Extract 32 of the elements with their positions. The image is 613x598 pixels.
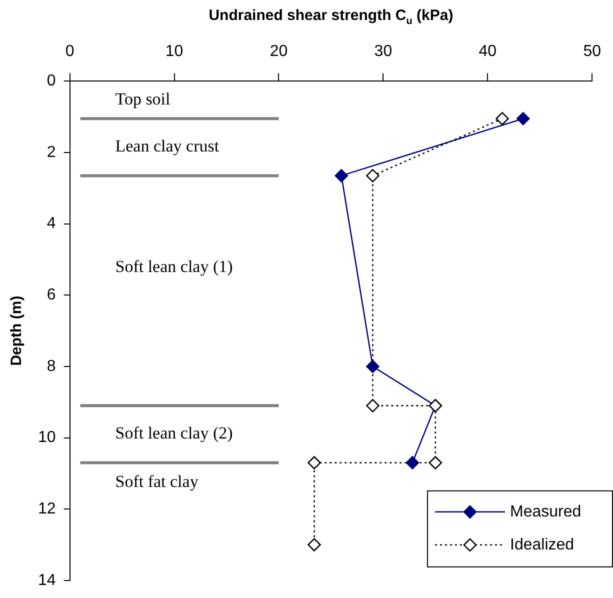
annotation: Soft lean clay (2) [115, 424, 233, 443]
annotation: Soft fat clay [115, 472, 199, 492]
x-tick-label: 10 [165, 43, 184, 60]
point [406, 456, 420, 470]
annotation: Soft lean clay (1) [115, 257, 233, 276]
y-tick-label: 6 [46, 286, 56, 304]
point [334, 169, 348, 182]
x-tick-label: 40 [478, 43, 497, 60]
x-tick-label: 30 [374, 43, 392, 60]
point [308, 538, 321, 552]
annotation: Top soil [115, 89, 171, 108]
y-tick-label: 0 [46, 72, 56, 90]
point [308, 456, 321, 470]
point [366, 169, 380, 182]
y-axis-title: Depth (m) [8, 296, 26, 366]
y-tick-label: 10 [38, 429, 56, 446]
annotation: Lean clay crust [115, 136, 220, 156]
x-tick-label: 20 [270, 43, 288, 60]
point [516, 112, 530, 126]
point [366, 399, 380, 412]
y-tick-label: 4 [46, 215, 56, 232]
y-tick-label: 14 [38, 572, 56, 589]
point [496, 112, 509, 126]
x-tick-label: 50 [583, 43, 602, 60]
point [428, 456, 442, 470]
y-tick-label: 12 [38, 500, 56, 518]
y-tick-label: 8 [46, 358, 56, 375]
legend-label: Measured [510, 503, 582, 520]
legend-label: Idealized [510, 536, 574, 554]
x-tick-label: 0 [65, 43, 74, 60]
point [366, 360, 380, 374]
y-tick-label: 2 [46, 144, 56, 161]
